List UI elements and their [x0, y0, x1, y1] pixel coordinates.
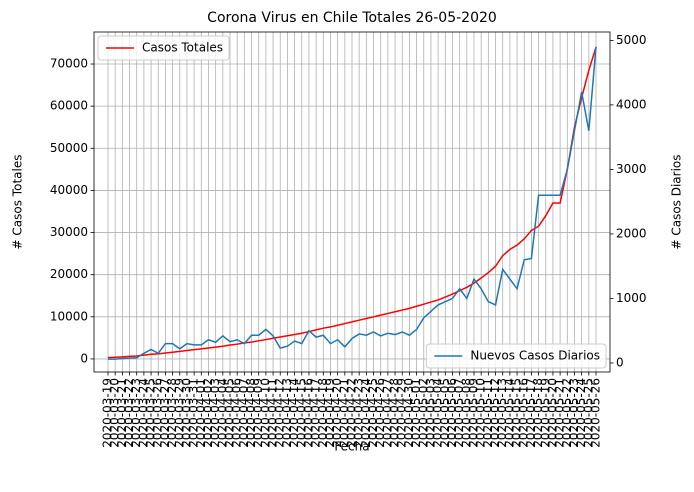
x-tick-label: 2020-04-21 [337, 378, 351, 448]
x-tick-label: 2020-03-19 [101, 378, 115, 448]
x-tick-label: 2020-05-09 [467, 378, 481, 448]
x-tick-label: 2020-04-01 [194, 378, 208, 448]
x-tick-label: 2020-05-02 [416, 378, 430, 448]
x-tick-label: 2020-04-27 [380, 378, 394, 448]
y2-tick-label: 2000 [616, 226, 647, 240]
x-tick-label: 2020-04-14 [287, 378, 301, 448]
x-tick-label: 2020-05-26 [589, 378, 603, 448]
x-tick-label: 2020-05-16 [517, 378, 531, 448]
x-tick-label: 2020-05-06 [445, 378, 459, 448]
x-tick-label: 2020-04-05 [223, 378, 237, 448]
x-axis-label: Fecha [334, 440, 369, 454]
grid [94, 32, 610, 372]
x-tick-label: 2020-05-25 [581, 378, 595, 448]
legend-label: Nuevos Casos Diarios [470, 349, 600, 363]
x-tick-label: 2020-05-22 [560, 378, 574, 448]
x-tick-label: 2020-03-24 [136, 378, 150, 448]
line-series [108, 46, 597, 360]
y2-axis-label: # Casos Diarios [670, 154, 684, 249]
x-tick-label: 2020-05-14 [502, 378, 516, 448]
x-tick-label: 2020-04-22 [345, 378, 359, 448]
x-tick-label: 2020-05-23 [567, 378, 581, 448]
y2-tick-label: 1000 [616, 291, 647, 305]
x-tick-label: 2020-04-23 [352, 378, 366, 448]
x-tick-label: 2020-04-28 [388, 378, 402, 448]
x-tick-label: 2020-04-17 [309, 378, 323, 448]
y2-tick-label: 3000 [616, 162, 647, 176]
x-tick-label: 2020-05-18 [531, 378, 545, 448]
x-tick-label: 2020-04-30 [402, 378, 416, 448]
x-tick-label: 2020-03-29 [172, 378, 186, 448]
y2-tick-label: 0 [616, 355, 624, 369]
x-tick-label: 2020-05-01 [409, 378, 423, 448]
x-tick-label: 2020-04-04 [215, 378, 229, 448]
x-tick-label: 2020-04-02 [201, 378, 215, 448]
x-tick-label: 2020-04-03 [208, 378, 222, 448]
x-tick-label: 2020-04-15 [294, 378, 308, 448]
y-tick-label: 30000 [50, 225, 88, 239]
x-tick-label: 2020-04-06 [230, 378, 244, 448]
x-tick-label: 2020-05-21 [553, 378, 567, 448]
y-tick-label: 70000 [50, 57, 88, 71]
x-tick-label: 2020-05-08 [459, 378, 473, 448]
line-series [107, 46, 597, 359]
x-tick-label: 2020-05-10 [474, 378, 488, 448]
x-tick-label: 2020-03-26 [151, 378, 165, 448]
x-tick-label: 2020-03-25 [144, 378, 158, 448]
x-tick-label: 2020-04-19 [323, 378, 337, 448]
x-tick-label: 2020-03-28 [165, 378, 179, 448]
x-tick-label: 2020-05-24 [574, 378, 588, 448]
x-tick-label: 2020-05-12 [488, 378, 502, 448]
legend-box [97, 35, 230, 61]
legend: Casos Totales [97, 35, 230, 61]
x-tick-label: 2020-03-20 [108, 378, 122, 448]
x-tick-label: 2020-03-22 [122, 378, 136, 448]
y-tick-label: 50000 [50, 141, 88, 155]
y-axis-label: # Casos Totales [11, 155, 25, 250]
x-tick-label: 2020-05-15 [510, 378, 524, 448]
y-tick-label: 10000 [50, 309, 88, 323]
x-tick-label: 2020-05-17 [524, 378, 538, 448]
x-tick-label: 2020-04-18 [316, 378, 330, 448]
x-tick-label: 2020-05-11 [481, 378, 495, 448]
x-tick-label: 2020-05-04 [431, 378, 445, 448]
x-tick-label: 2020-05-07 [452, 378, 466, 448]
legend-label: Casos Totales [142, 41, 223, 55]
legend: Nuevos Casos Diarios [425, 343, 607, 369]
x-tick-label: 2020-03-21 [115, 378, 129, 448]
x-tick-label: 2020-04-26 [373, 378, 387, 448]
x-tick-label: 2020-03-31 [187, 378, 201, 448]
y-tick-label: 20000 [50, 267, 88, 281]
y-tick-label: 0 [80, 351, 88, 365]
x-tick-label: 2020-04-16 [301, 378, 315, 448]
x-tick-label: 2020-04-10 [258, 378, 272, 448]
y-tick-label: 60000 [50, 99, 88, 113]
x-tick-label: 2020-04-08 [244, 378, 258, 448]
x-tick-label: 2020-04-29 [395, 378, 409, 448]
x-tick-label: 2020-04-07 [237, 378, 251, 448]
x-tick-label: 2020-05-05 [438, 378, 452, 448]
legend-box [425, 343, 607, 369]
y2-tick-label: 4000 [616, 97, 647, 111]
x-tick-label: 2020-04-13 [280, 378, 294, 448]
y2-tick-label: 5000 [616, 33, 647, 47]
x-tick-label: 2020-04-24 [359, 378, 373, 448]
x-tick-label: 2020-05-19 [538, 378, 552, 448]
x-tick-label: 2020-05-13 [495, 378, 509, 448]
x-tick-label: 2020-04-20 [330, 378, 344, 448]
x-tick-label: 2020-03-23 [129, 378, 143, 448]
chart-title: Corona Virus en Chile Totales 26-05-2020 [207, 10, 497, 26]
y-tick-label: 40000 [50, 183, 88, 197]
x-tick-label: 2020-03-27 [158, 378, 172, 448]
plot-frame [93, 31, 611, 373]
x-tick-label: 2020-04-11 [266, 378, 280, 448]
x-tick-label: 2020-04-25 [366, 378, 380, 448]
x-tick-label: 2020-05-20 [545, 378, 559, 448]
x-tick-label: 2020-04-12 [273, 378, 287, 448]
x-tick-label: 2020-03-30 [179, 378, 193, 448]
x-tick-label: 2020-04-09 [251, 378, 265, 448]
x-tick-label: 2020-05-03 [423, 378, 437, 448]
